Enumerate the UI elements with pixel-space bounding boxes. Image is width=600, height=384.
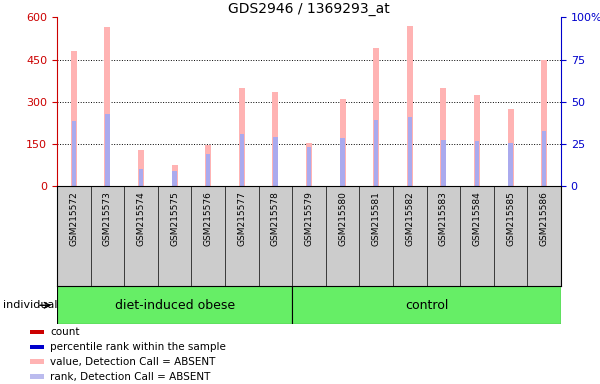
Bar bbox=[205, 146, 211, 186]
Bar bbox=[508, 142, 513, 186]
Bar bbox=[239, 88, 245, 186]
Bar bbox=[206, 154, 211, 186]
Text: GSM215586: GSM215586 bbox=[540, 191, 549, 246]
Text: GSM215580: GSM215580 bbox=[338, 191, 347, 246]
Bar bbox=[306, 142, 312, 186]
Bar bbox=[508, 109, 514, 186]
Bar bbox=[292, 286, 561, 324]
Text: value, Detection Call = ABSENT: value, Detection Call = ABSENT bbox=[50, 357, 215, 367]
Bar bbox=[474, 95, 480, 186]
Bar bbox=[273, 137, 278, 186]
Bar bbox=[441, 140, 446, 186]
Bar bbox=[29, 344, 44, 349]
Bar bbox=[475, 141, 479, 186]
Text: GSM215585: GSM215585 bbox=[506, 191, 515, 246]
Bar bbox=[105, 114, 110, 186]
Bar bbox=[340, 138, 345, 186]
Text: GSM215581: GSM215581 bbox=[372, 191, 381, 246]
Bar bbox=[239, 134, 244, 186]
Bar bbox=[440, 88, 446, 186]
Bar bbox=[71, 121, 76, 186]
Text: percentile rank within the sample: percentile rank within the sample bbox=[50, 342, 226, 352]
Bar bbox=[541, 60, 547, 186]
Bar bbox=[29, 359, 44, 364]
Bar bbox=[29, 330, 44, 334]
Text: GSM215572: GSM215572 bbox=[70, 191, 78, 246]
Text: GSM215576: GSM215576 bbox=[204, 191, 212, 246]
Text: GSM215582: GSM215582 bbox=[406, 191, 415, 246]
Text: GSM215574: GSM215574 bbox=[137, 191, 146, 246]
Bar bbox=[374, 120, 379, 186]
Bar bbox=[104, 27, 110, 186]
Bar bbox=[373, 48, 379, 186]
Text: GSM215575: GSM215575 bbox=[170, 191, 179, 246]
Text: GSM215584: GSM215584 bbox=[473, 191, 482, 246]
Bar bbox=[407, 117, 412, 186]
Text: individual: individual bbox=[3, 300, 58, 310]
Bar bbox=[172, 171, 177, 186]
Title: GDS2946 / 1369293_at: GDS2946 / 1369293_at bbox=[228, 2, 390, 16]
Text: rank, Detection Call = ABSENT: rank, Detection Call = ABSENT bbox=[50, 372, 211, 382]
Text: count: count bbox=[50, 327, 80, 337]
Bar bbox=[139, 169, 143, 186]
Bar bbox=[272, 92, 278, 186]
Bar bbox=[57, 286, 292, 324]
Bar bbox=[340, 99, 346, 186]
Bar bbox=[542, 131, 547, 186]
Bar bbox=[29, 374, 44, 379]
Bar bbox=[307, 147, 311, 186]
Text: GSM215573: GSM215573 bbox=[103, 191, 112, 246]
Bar bbox=[71, 51, 77, 186]
Text: control: control bbox=[405, 299, 448, 312]
Text: GSM215577: GSM215577 bbox=[238, 191, 247, 246]
Text: GSM215578: GSM215578 bbox=[271, 191, 280, 246]
Text: GSM215579: GSM215579 bbox=[305, 191, 314, 246]
Bar bbox=[172, 165, 178, 186]
Text: diet-induced obese: diet-induced obese bbox=[115, 299, 235, 312]
Bar bbox=[407, 26, 413, 186]
Bar bbox=[138, 150, 144, 186]
Text: GSM215583: GSM215583 bbox=[439, 191, 448, 246]
